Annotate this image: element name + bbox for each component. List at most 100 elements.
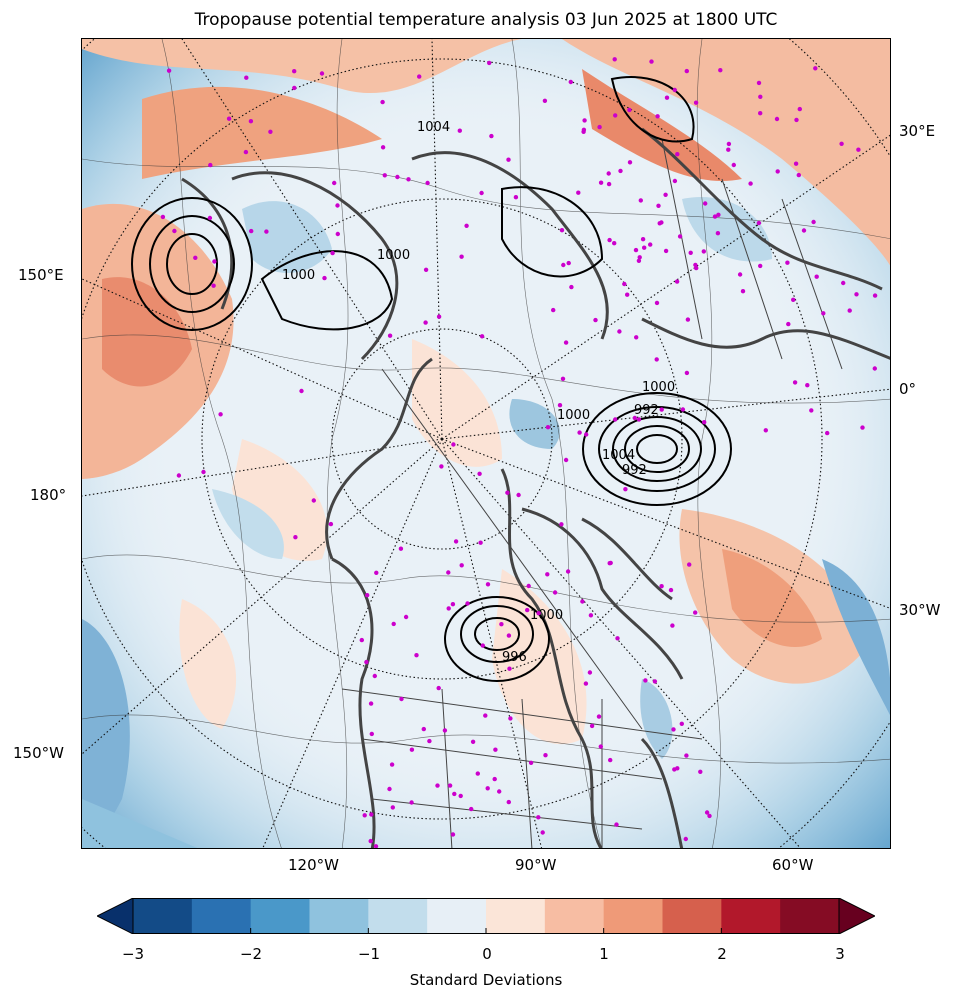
station-marker	[368, 838, 373, 844]
station-marker	[513, 195, 519, 200]
station-marker	[598, 180, 604, 185]
station-marker	[811, 219, 816, 225]
station-marker	[244, 75, 249, 80]
station-marker	[508, 716, 513, 721]
station-marker	[335, 203, 340, 208]
station-marker	[536, 611, 541, 616]
colorbar-tick-label: −3	[121, 945, 145, 963]
station-marker	[477, 471, 482, 476]
station-marker	[248, 119, 254, 124]
colorbar-segment	[486, 898, 546, 934]
station-marker	[652, 679, 658, 684]
station-marker	[566, 260, 571, 266]
station-marker	[545, 572, 550, 577]
station-marker	[821, 311, 826, 316]
station-marker	[387, 333, 393, 338]
station-marker	[487, 60, 492, 66]
svg-text:996: 996	[502, 650, 527, 665]
station-marker	[672, 87, 677, 93]
station-marker	[478, 540, 483, 545]
station-marker	[391, 621, 396, 627]
station-marker	[775, 169, 780, 174]
station-marker	[451, 442, 456, 447]
station-marker	[693, 100, 699, 105]
colorbar-tick-label: 0	[482, 945, 492, 963]
station-marker	[634, 335, 639, 340]
station-marker	[748, 181, 753, 186]
station-marker	[625, 292, 630, 297]
station-marker	[563, 457, 569, 463]
station-marker	[758, 94, 763, 99]
station-marker	[654, 300, 660, 306]
station-marker	[469, 806, 474, 812]
colorbar-extend-high	[838, 898, 875, 934]
station-marker	[459, 254, 464, 259]
station-marker	[299, 388, 304, 394]
station-marker	[813, 66, 818, 71]
station-marker	[406, 177, 411, 182]
station-marker	[670, 623, 675, 628]
station-marker	[737, 272, 743, 277]
station-marker	[369, 731, 374, 737]
station-marker	[226, 116, 232, 121]
station-marker	[693, 610, 698, 615]
station-marker	[726, 141, 732, 147]
station-marker	[446, 570, 451, 575]
station-marker	[797, 106, 802, 112]
station-marker	[387, 786, 392, 792]
station-marker	[193, 255, 198, 260]
station-marker	[414, 653, 419, 658]
station-marker	[322, 275, 327, 281]
station-marker	[627, 107, 632, 113]
station-marker	[841, 280, 846, 286]
station-marker	[580, 599, 585, 604]
station-marker	[756, 220, 762, 226]
station-marker	[450, 602, 456, 607]
station-marker	[545, 425, 551, 430]
station-marker	[860, 425, 865, 430]
svg-text:1004: 1004	[417, 120, 450, 135]
station-marker	[398, 546, 404, 551]
station-marker	[335, 231, 340, 237]
colorbar-segment	[309, 898, 369, 934]
colorbar-segment	[191, 898, 252, 934]
station-marker	[581, 127, 587, 132]
station-marker	[526, 583, 531, 589]
station-marker	[389, 762, 395, 767]
station-marker	[435, 783, 440, 788]
station-marker	[506, 799, 511, 805]
station-marker	[785, 260, 790, 265]
colorbar-tick-label: −1	[357, 945, 381, 963]
station-marker	[793, 161, 799, 166]
station-marker	[758, 263, 763, 269]
station-marker	[493, 747, 498, 752]
station-marker	[243, 149, 249, 155]
svg-text:992: 992	[622, 463, 647, 478]
station-marker	[649, 59, 654, 64]
station-markers	[160, 57, 878, 848]
station-marker	[507, 666, 512, 671]
station-marker	[218, 412, 223, 417]
station-marker	[606, 181, 612, 187]
station-marker	[809, 408, 814, 413]
station-marker	[465, 601, 470, 606]
station-marker	[623, 487, 628, 492]
station-marker	[319, 71, 325, 76]
station-marker	[568, 79, 573, 85]
station-marker	[458, 793, 463, 799]
colorbar-segment	[250, 898, 310, 934]
map-panel[interactable]: 1004 1000 1000 1000 1000 992 1004 992 10…	[81, 38, 891, 849]
station-marker	[608, 757, 613, 763]
colorbar-tick-label: −2	[239, 945, 263, 963]
colorbar-segment	[368, 898, 428, 934]
station-marker	[672, 767, 677, 772]
station-marker	[569, 284, 574, 290]
station-marker	[584, 432, 589, 437]
station-marker	[395, 174, 400, 180]
station-marker	[264, 229, 269, 234]
station-marker	[417, 74, 422, 79]
station-marker	[596, 714, 602, 719]
station-marker	[664, 95, 670, 100]
colorbar-extend-low	[97, 898, 134, 934]
station-marker	[825, 430, 830, 436]
